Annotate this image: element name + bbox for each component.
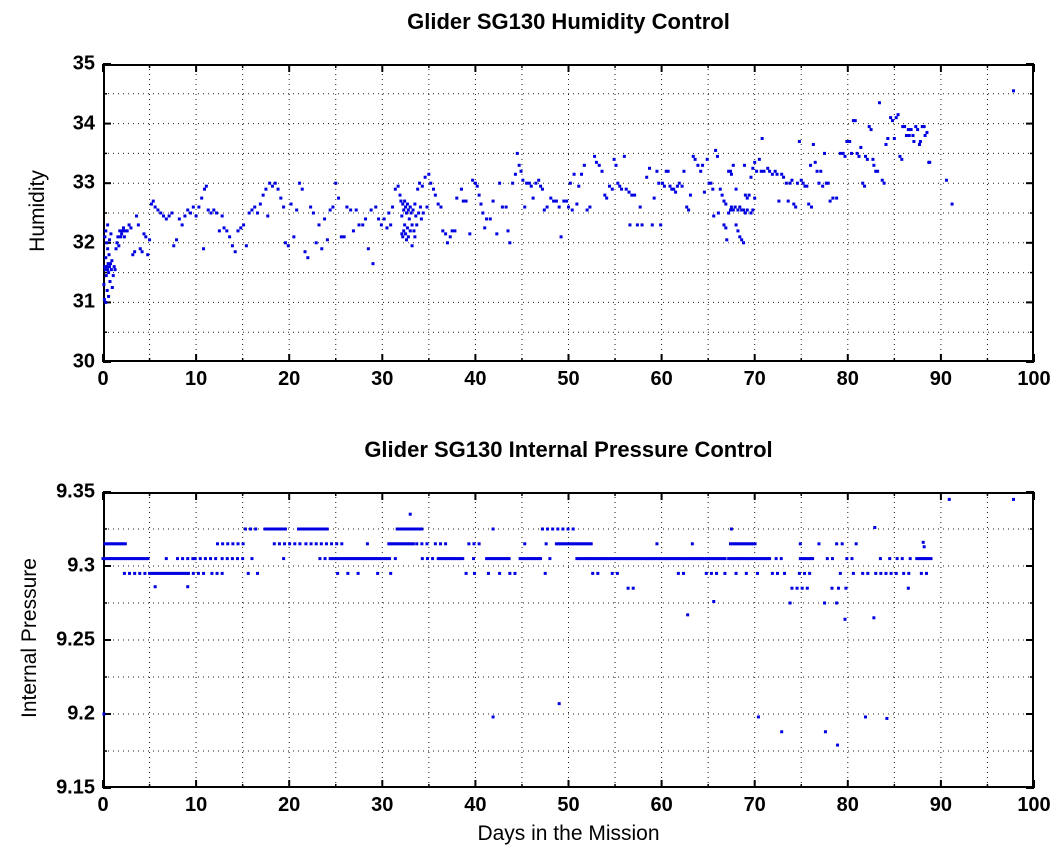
y-tick-label: 34: [72, 112, 95, 135]
x-tick-label: 20: [278, 794, 301, 816]
y-tick-label: 9.35: [56, 480, 95, 503]
x-tick-label: 30: [371, 368, 394, 390]
x-tick-label: 70: [743, 794, 766, 816]
x-tick-label: 50: [557, 794, 580, 816]
y-tick-label: 9.25: [56, 628, 95, 651]
y-tick-label: 9.15: [56, 776, 95, 799]
x-tick-label: 50: [557, 368, 580, 390]
x-tick-label: 60: [650, 368, 673, 390]
y-tick-label: 31: [72, 290, 95, 313]
x-tick-label: 30: [371, 794, 394, 816]
x-tick-label: 40: [464, 794, 487, 816]
y-tick-label: 32: [72, 231, 95, 254]
x-tick-label: 0: [97, 794, 109, 816]
y-tick-label: 30: [72, 350, 95, 373]
x-tick-label: 60: [650, 794, 673, 816]
humidity-y-axis-label: Humidity: [26, 170, 49, 252]
x-tick-label: 80: [836, 794, 859, 816]
x-tick-label: 20: [278, 368, 301, 390]
x-tick-label: 10: [184, 368, 208, 390]
pressure-scatter-plot: [101, 491, 1035, 789]
x-tick-label: 100: [1017, 368, 1051, 390]
y-tick-label: 33: [72, 171, 95, 194]
pressure-plot-title: Glider SG130 Internal Pressure Control: [364, 437, 773, 462]
humidity-plot-title: Glider SG130 Humidity Control: [407, 9, 730, 34]
x-tick-label: 0: [97, 368, 109, 390]
data-points: [102, 89, 1016, 304]
humidity-scatter-plot: [102, 63, 1035, 363]
x-tick-label: 100: [1017, 794, 1051, 816]
data-points: [101, 497, 1016, 747]
x-axis-label: Days in the Mission: [477, 822, 660, 845]
x-tick-label: 90: [929, 368, 953, 390]
x-tick-label: 10: [184, 794, 208, 816]
x-tick-label: 80: [836, 368, 859, 390]
y-tick-label: 9.3: [67, 554, 95, 577]
x-tick-label: 40: [464, 368, 487, 390]
x-tick-label: 70: [743, 368, 766, 390]
y-tick-label: 35: [72, 52, 95, 75]
y-tick-label: 9.2: [67, 702, 95, 725]
x-tick-label: 90: [929, 794, 953, 816]
